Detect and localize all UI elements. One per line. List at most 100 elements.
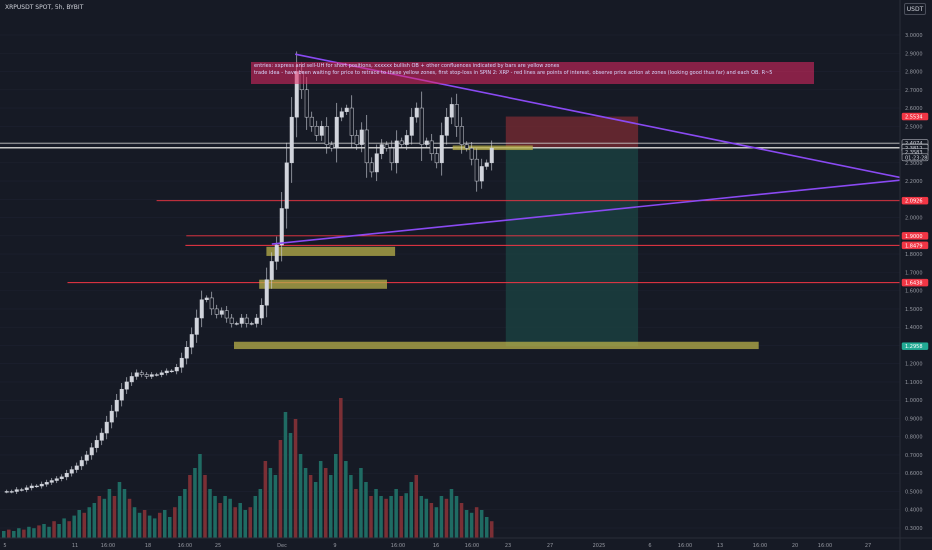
volume-bar bbox=[32, 528, 36, 538]
volume-bar bbox=[273, 475, 278, 538]
volume-bar bbox=[308, 475, 313, 538]
candle bbox=[484, 162, 489, 167]
volume-bar bbox=[339, 398, 343, 538]
candle bbox=[84, 454, 89, 461]
candle bbox=[204, 297, 209, 301]
candle bbox=[339, 111, 344, 118]
candle bbox=[414, 107, 419, 118]
candle bbox=[184, 346, 189, 359]
candle bbox=[29, 485, 34, 489]
symbol-label: XRPUSDT SPOT, 5h, BYBIT bbox=[5, 4, 84, 11]
volume-bar bbox=[414, 475, 419, 538]
y-tick-label: 0.6000 bbox=[905, 471, 923, 477]
volume-bar bbox=[278, 440, 283, 538]
volume-bar bbox=[112, 496, 117, 538]
volume-bar bbox=[17, 528, 21, 538]
candle bbox=[69, 469, 74, 474]
x-tick-label: 16:00 bbox=[465, 543, 479, 549]
annotation-note: entries: xxpress and sell-UH for short p… bbox=[251, 62, 814, 84]
volume-bar bbox=[238, 503, 242, 538]
candle bbox=[219, 310, 224, 315]
candle bbox=[229, 317, 234, 324]
candle bbox=[394, 140, 399, 164]
trend-line bbox=[271, 179, 901, 245]
candle bbox=[14, 489, 19, 492]
y-tick-label: 1.5000 bbox=[905, 307, 923, 313]
candle bbox=[274, 244, 279, 262]
volume-bar bbox=[97, 496, 102, 538]
volume-bar bbox=[173, 507, 177, 538]
volume-bar bbox=[87, 507, 92, 538]
candle bbox=[369, 162, 374, 173]
y-tick-label: 2.8000 bbox=[905, 70, 923, 76]
candle bbox=[329, 144, 334, 149]
volume-bar bbox=[313, 482, 318, 538]
price-tag-label: 01:23:28 bbox=[905, 155, 927, 161]
volume-bar bbox=[218, 503, 222, 538]
candle bbox=[419, 107, 424, 145]
volume-bar bbox=[7, 529, 11, 538]
candle bbox=[429, 140, 434, 154]
volume-bar bbox=[268, 468, 273, 538]
candle bbox=[334, 116, 339, 149]
candle bbox=[309, 116, 314, 127]
candle bbox=[169, 370, 174, 373]
volume-bar bbox=[283, 412, 288, 538]
volume-bar bbox=[248, 507, 253, 538]
candle bbox=[389, 147, 394, 164]
volume-bar bbox=[233, 507, 237, 538]
x-tick-label: 16:00 bbox=[101, 543, 115, 549]
volume-bar bbox=[489, 521, 494, 538]
x-tick-label: 11 bbox=[72, 543, 78, 549]
candle bbox=[119, 388, 124, 401]
candle bbox=[214, 308, 219, 315]
volume-bar bbox=[62, 518, 66, 538]
candle bbox=[159, 372, 164, 375]
currency-button[interactable]: USDT bbox=[904, 3, 926, 15]
volume-bar bbox=[404, 493, 408, 538]
candle bbox=[384, 144, 389, 149]
price-tag bbox=[901, 153, 929, 162]
x-tick-label: 23 bbox=[505, 543, 511, 549]
candle bbox=[459, 126, 464, 145]
candle bbox=[244, 317, 249, 324]
y-tick-label: 1.2000 bbox=[905, 362, 923, 368]
volume-bar bbox=[82, 512, 87, 538]
volume-bar bbox=[474, 507, 479, 538]
volume-bar bbox=[449, 489, 454, 538]
volume-bar bbox=[263, 461, 268, 538]
volume-bar bbox=[127, 498, 132, 538]
volume-bar bbox=[384, 498, 388, 538]
candle bbox=[249, 323, 254, 325]
volume-bar bbox=[107, 489, 112, 538]
candle bbox=[269, 261, 274, 280]
candle bbox=[349, 107, 354, 136]
candle bbox=[104, 421, 109, 434]
candle bbox=[124, 381, 129, 390]
y-tick-label: 0.4000 bbox=[905, 508, 923, 514]
price-tag bbox=[901, 342, 929, 350]
y-tick-label: 1.0000 bbox=[905, 398, 923, 404]
yellow-zone bbox=[234, 341, 759, 350]
volume-bar bbox=[228, 498, 232, 538]
candle bbox=[354, 135, 359, 145]
candle bbox=[189, 334, 194, 348]
volume-bar bbox=[27, 526, 31, 538]
volume-bar bbox=[168, 517, 172, 538]
volume-bar bbox=[434, 507, 439, 538]
price-tag-label: 1.8479 bbox=[905, 243, 923, 249]
volume-bar bbox=[12, 531, 16, 538]
candle bbox=[464, 144, 469, 149]
candle bbox=[129, 376, 134, 383]
x-tick-label: 16:00 bbox=[391, 543, 405, 549]
price-tag-label: 2.0926 bbox=[905, 199, 923, 205]
volume-bar bbox=[469, 512, 474, 538]
volume-bar bbox=[137, 512, 142, 538]
candle bbox=[89, 447, 94, 456]
volume-bar bbox=[379, 496, 383, 538]
volume-bar bbox=[77, 510, 81, 538]
volume-bar bbox=[409, 482, 414, 538]
volume-bar bbox=[374, 489, 378, 538]
candle bbox=[49, 480, 54, 483]
